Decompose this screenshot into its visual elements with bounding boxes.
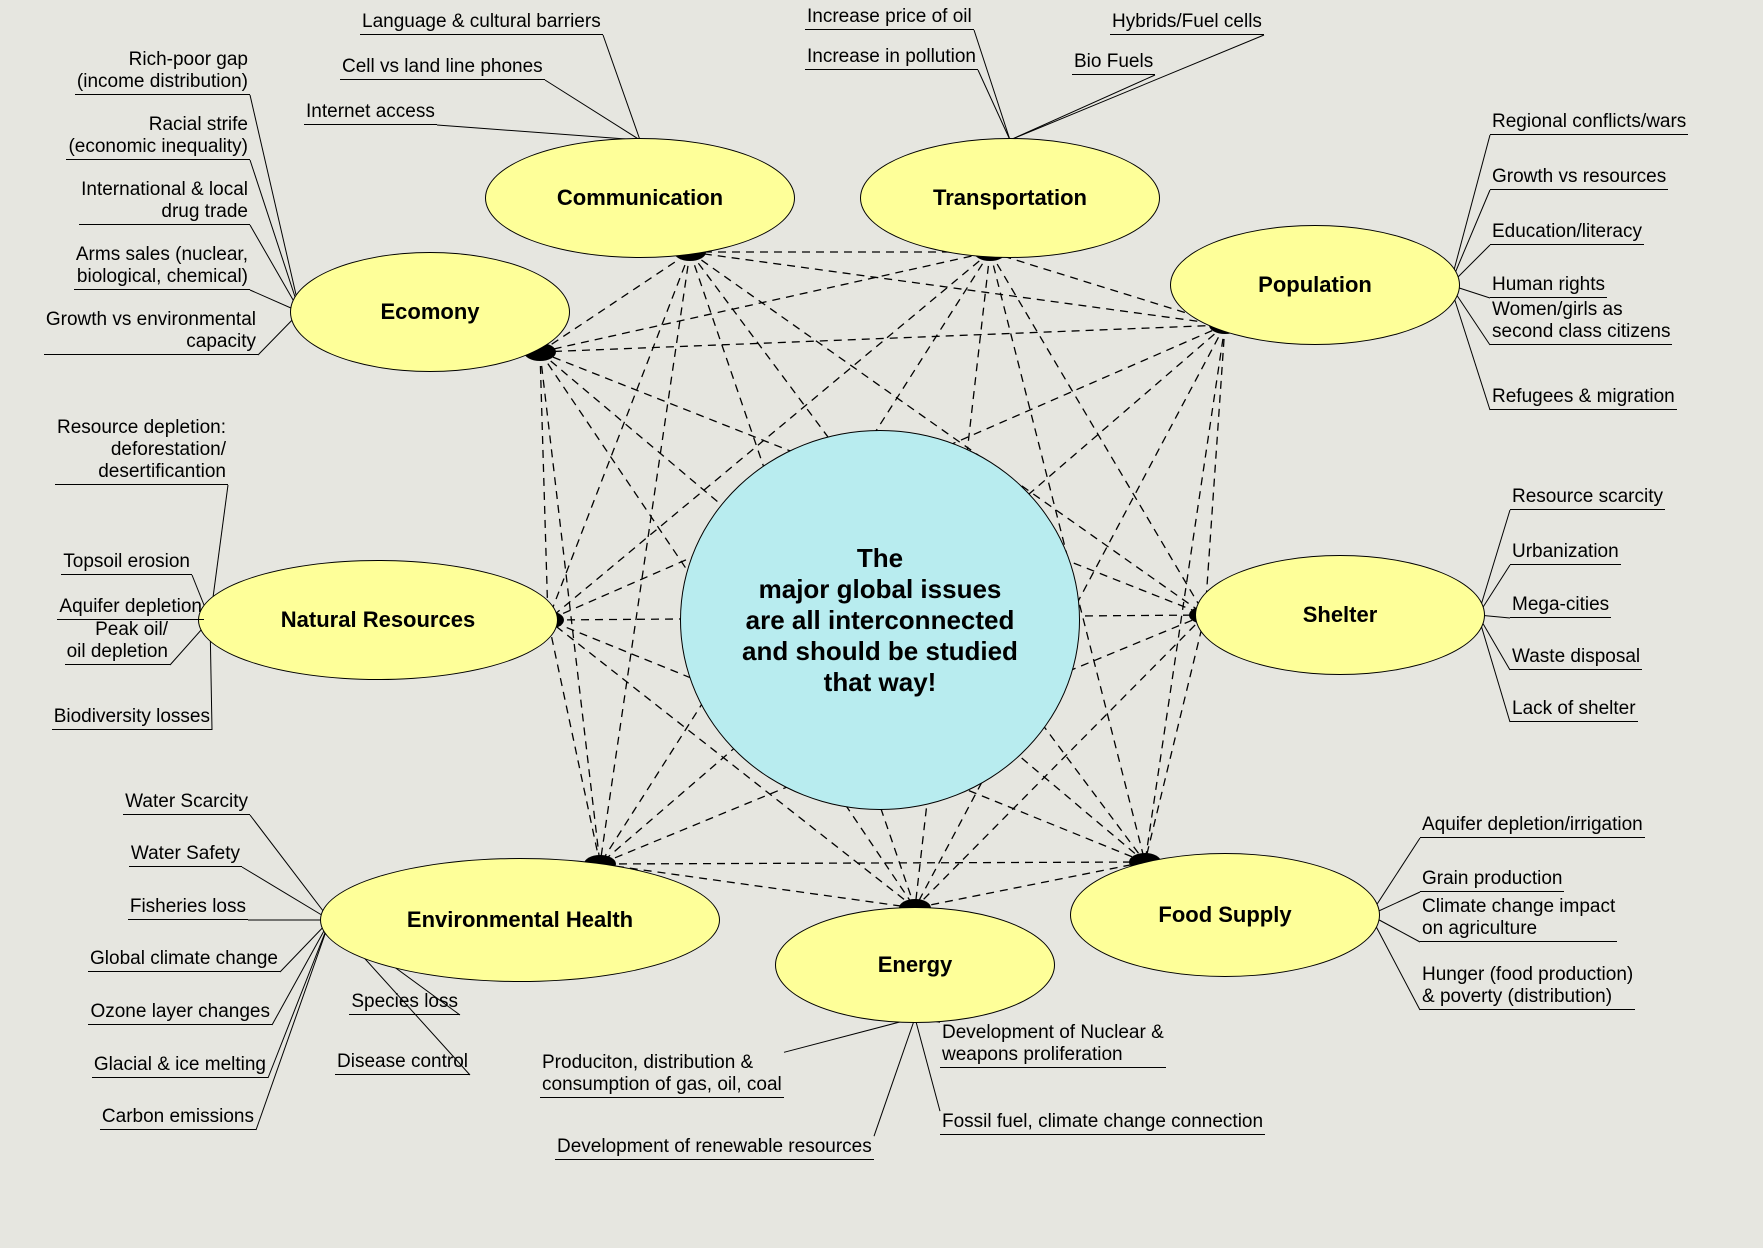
sublabel-food-1: Grain production <box>1420 868 1564 892</box>
sublabel-energy-3: Fossil fuel, climate change connection <box>940 1111 1265 1135</box>
sublabel-env-4: Ozone layer changes <box>88 1001 272 1025</box>
sublabel-communication-0: Language & cultural barriers <box>360 11 603 35</box>
node-economy-label: Ecomony <box>380 299 479 325</box>
sublabel-economy-3: Arms sales (nuclear, biological, chemica… <box>74 244 250 290</box>
sublabel-shelter-0: Resource scarcity <box>1510 486 1665 510</box>
sublabel-energy-2: Development of Nuclear & weapons prolife… <box>940 1022 1166 1068</box>
sublabel-transportation-1: Increase in pollution <box>805 46 978 70</box>
sublabel-economy-4: Growth vs environmental capacity <box>44 309 258 355</box>
sublabel-transportation-3: Bio Fuels <box>1072 51 1155 75</box>
sublabel-economy-0: Rich-poor gap (income distribution) <box>75 49 250 95</box>
node-energy: Energy <box>775 907 1055 1023</box>
node-env-label: Environmental Health <box>407 907 633 933</box>
sublabel-nat-3: Peak oil/ oil depletion <box>65 619 170 665</box>
sublabel-nat-4: Biodiversity losses <box>52 706 212 730</box>
node-communication-label: Communication <box>557 185 723 211</box>
center-node: The major global issues are all intercon… <box>680 430 1080 810</box>
node-population-label: Population <box>1258 272 1372 298</box>
sublabel-food-2: Climate change impact on agriculture <box>1420 896 1617 942</box>
sublabel-nat-1: Topsoil erosion <box>61 551 192 575</box>
node-transportation-label: Transportation <box>933 185 1087 211</box>
sublabel-economy-1: Racial strife (economic inequality) <box>66 114 250 160</box>
sublabel-shelter-2: Mega-cities <box>1510 594 1611 618</box>
node-nat: Natural Resources <box>198 560 558 680</box>
sublabel-population-0: Regional conflicts/wars <box>1490 111 1688 135</box>
sublabel-population-2: Education/literacy <box>1490 221 1644 245</box>
node-shelter: Shelter <box>1195 555 1485 675</box>
sublabel-env-8: Disease control <box>335 1051 470 1075</box>
node-population: Population <box>1170 225 1460 345</box>
sublabel-nat-0: Resource depletion: deforestation/ deser… <box>55 417 228 485</box>
sublabel-env-1: Water Safety <box>129 843 242 867</box>
sublabel-food-0: Aquifer depletion/irrigation <box>1420 814 1645 838</box>
sublabel-shelter-4: Lack of shelter <box>1510 698 1638 722</box>
node-energy-label: Energy <box>878 952 953 978</box>
node-communication: Communication <box>485 138 795 258</box>
node-food: Food Supply <box>1070 853 1380 977</box>
center-node-label: The major global issues are all intercon… <box>742 543 1018 698</box>
sublabel-energy-1: Development of renewable resources <box>555 1136 874 1160</box>
sublabel-communication-2: Internet access <box>304 101 437 125</box>
sublabel-nat-2: Aquifer depletion <box>57 596 204 620</box>
sublabel-env-6: Carbon emissions <box>100 1106 256 1130</box>
sublabel-population-3: Human rights <box>1490 274 1607 298</box>
sublabel-env-2: Fisheries loss <box>128 896 248 920</box>
sublabel-communication-1: Cell vs land line phones <box>340 56 545 80</box>
node-transportation: Transportation <box>860 138 1160 258</box>
sublabel-transportation-2: Hybrids/Fuel cells <box>1110 11 1264 35</box>
sublabel-population-1: Growth vs resources <box>1490 166 1668 190</box>
sublabel-transportation-0: Increase price of oil <box>805 6 974 30</box>
sublabel-env-5: Glacial & ice melting <box>92 1054 268 1078</box>
sublabel-population-4: Women/girls as second class citizens <box>1490 299 1672 345</box>
sublabel-economy-2: International & local drug trade <box>79 179 250 225</box>
sublabel-env-0: Water Scarcity <box>123 791 250 815</box>
diagram-stage: The major global issues are all intercon… <box>0 0 1763 1248</box>
node-shelter-label: Shelter <box>1303 602 1378 628</box>
sublabel-shelter-1: Urbanization <box>1510 541 1621 565</box>
sublabel-shelter-3: Waste disposal <box>1510 646 1642 670</box>
node-economy: Ecomony <box>290 252 570 372</box>
node-nat-label: Natural Resources <box>281 607 475 633</box>
sublabel-population-5: Refugees & migration <box>1490 386 1677 410</box>
node-env: Environmental Health <box>320 858 720 982</box>
node-food-label: Food Supply <box>1158 902 1291 928</box>
sublabel-env-3: Global climate change <box>88 948 280 972</box>
sublabel-energy-0: Produciton, distribution & consumption o… <box>540 1052 784 1098</box>
sublabel-food-3: Hunger (food production) & poverty (dist… <box>1420 964 1635 1010</box>
sublabel-env-7: Species loss <box>349 991 460 1015</box>
